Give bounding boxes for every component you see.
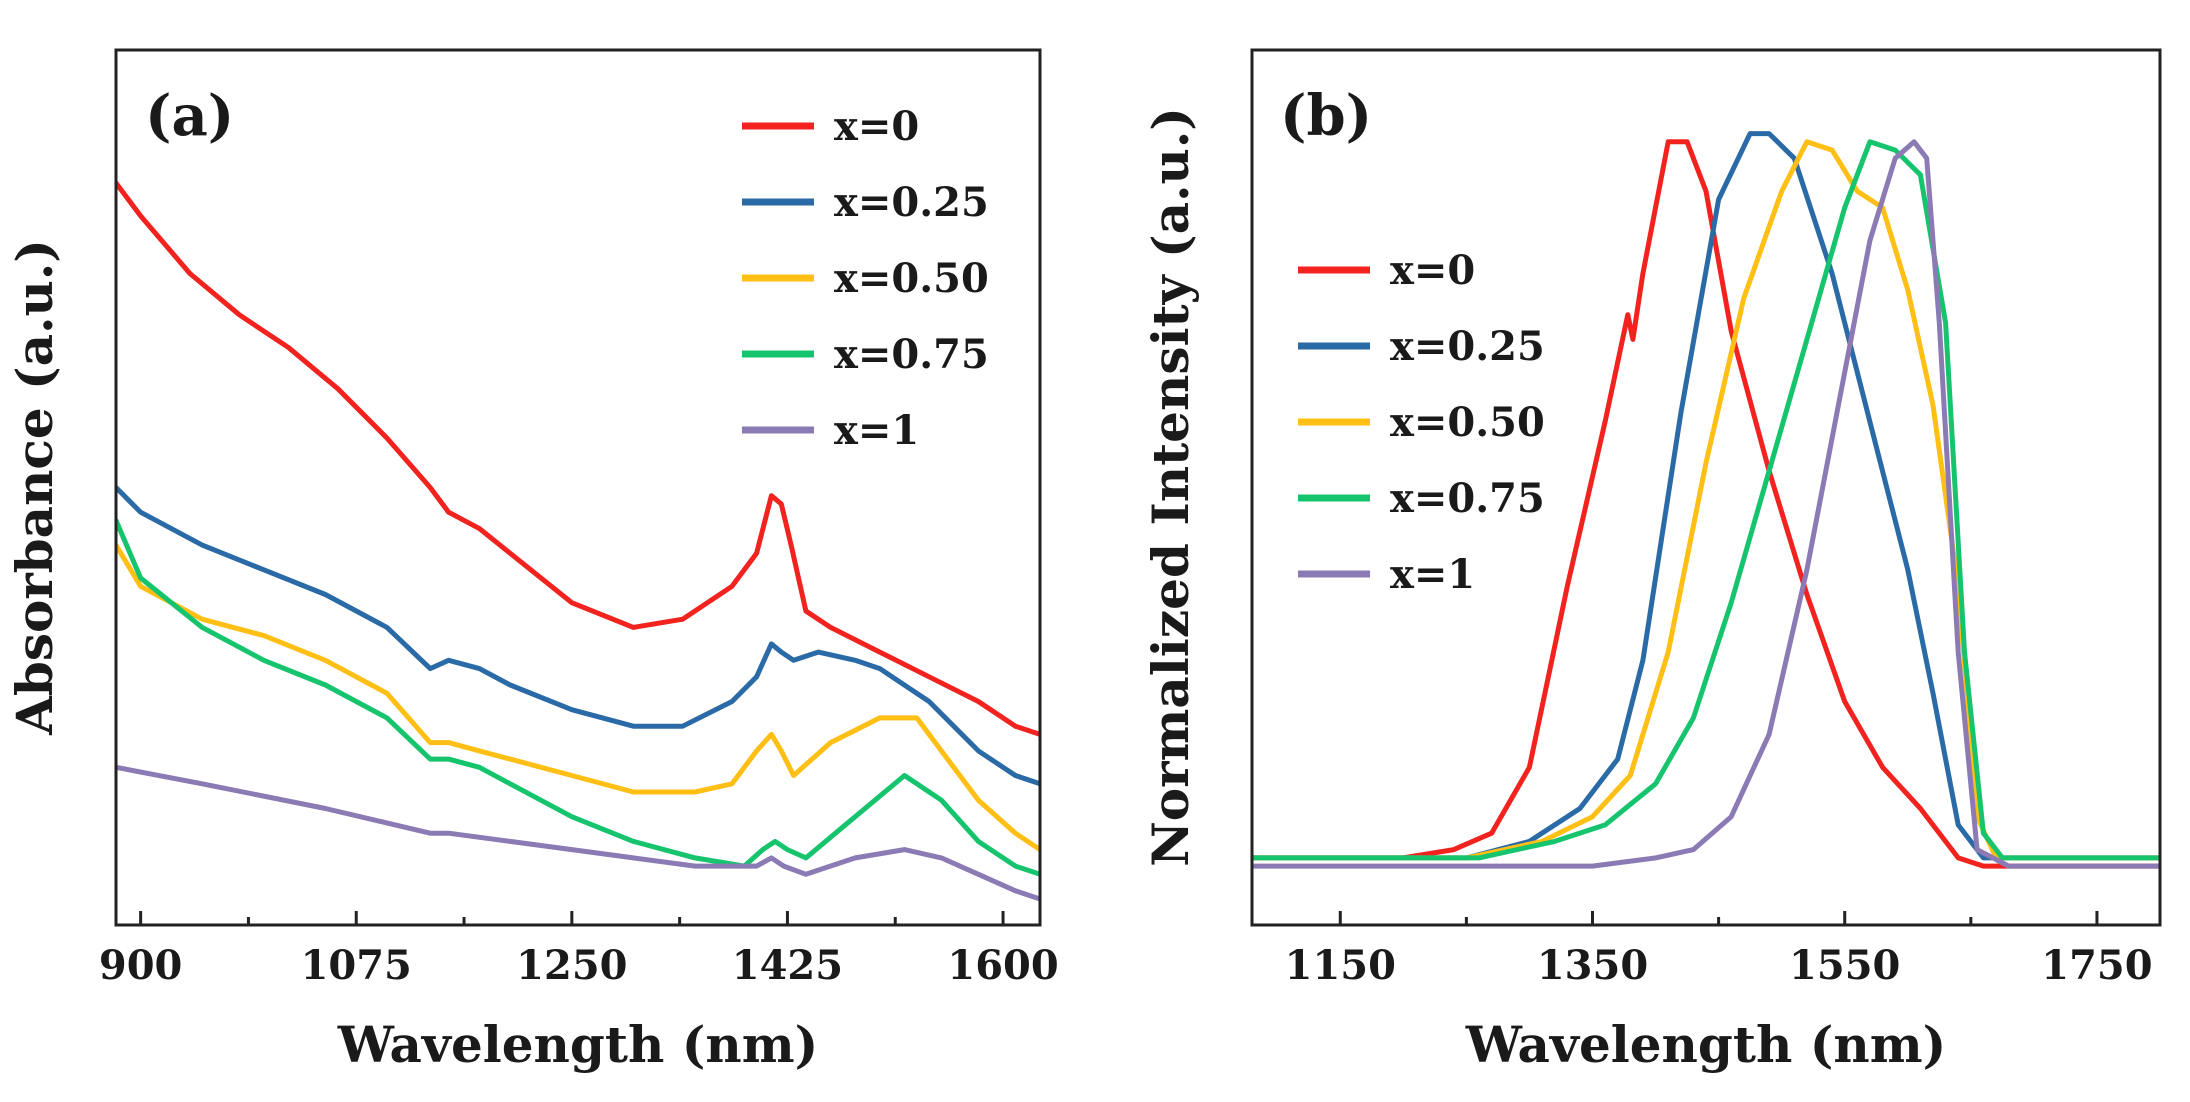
series-line-x-0-75 bbox=[116, 517, 1040, 877]
series-line-x-0 bbox=[116, 180, 1040, 737]
legend: x=0 x=0.25 x=0.50 x=0.75 x=1 bbox=[742, 103, 989, 454]
y-axis-title: Absorbance (a.u.) bbox=[5, 239, 64, 736]
x-tick-label: 1750 bbox=[2041, 942, 2152, 989]
x-tick-label: 1350 bbox=[1537, 942, 1648, 989]
plot-frame bbox=[114, 48, 1042, 927]
series-line-x-0-25 bbox=[1252, 131, 2160, 861]
legend-label: x=1 bbox=[834, 407, 919, 454]
x-tick-label: 1425 bbox=[732, 942, 843, 989]
panel-label: (b) bbox=[1280, 83, 1372, 149]
series-line-x-0-50 bbox=[116, 542, 1040, 853]
chart-panel-0: 900 1075 1250 1425 1600 (a) Wavelength (nm) Abs… bbox=[5, 48, 1059, 1074]
legend-label: x=1 bbox=[1390, 551, 1475, 598]
legend-label: x=0.50 bbox=[834, 255, 989, 302]
legend-label: x=0.25 bbox=[1390, 323, 1545, 370]
series-line-x-1 bbox=[116, 764, 1040, 902]
y-axis-title: Normalized Intensity (a.u.) bbox=[1141, 107, 1200, 867]
chart-panel-1: 1150 1350 1550 1750 (b) Wavelength (nm) Normal… bbox=[1141, 48, 2162, 1074]
legend: x=0 x=0.25 x=0.50 x=0.75 x=1 bbox=[1298, 247, 1545, 598]
plot-frame bbox=[1250, 48, 2162, 927]
series-line-x-0 bbox=[1252, 139, 2160, 869]
x-tick-label: 1150 bbox=[1285, 942, 1396, 989]
x-axis-title: Wavelength (nm) bbox=[337, 1015, 819, 1074]
legend-label: x=0 bbox=[834, 103, 919, 150]
x-tick-label: 1075 bbox=[301, 942, 412, 989]
legend-label: x=0.75 bbox=[1390, 475, 1545, 522]
series-line-x-1 bbox=[1252, 139, 2160, 869]
x-axis-title: Wavelength (nm) bbox=[1465, 1015, 1947, 1074]
series-line-x-0-75 bbox=[1252, 139, 2160, 861]
x-tick-label: 1250 bbox=[516, 942, 627, 989]
series-line-x-0-25 bbox=[116, 485, 1040, 787]
legend-label: x=0.75 bbox=[834, 331, 989, 378]
legend-label: x=0.50 bbox=[1390, 399, 1545, 446]
panel-label: (a) bbox=[145, 83, 234, 149]
series-line-x-0-50 bbox=[1252, 139, 2160, 861]
legend-label: x=0 bbox=[1390, 247, 1475, 294]
x-tick-label: 900 bbox=[99, 942, 183, 989]
legend-label: x=0.25 bbox=[834, 179, 989, 226]
x-tick-label: 1550 bbox=[1789, 942, 1900, 989]
x-tick-label: 1600 bbox=[947, 942, 1058, 989]
